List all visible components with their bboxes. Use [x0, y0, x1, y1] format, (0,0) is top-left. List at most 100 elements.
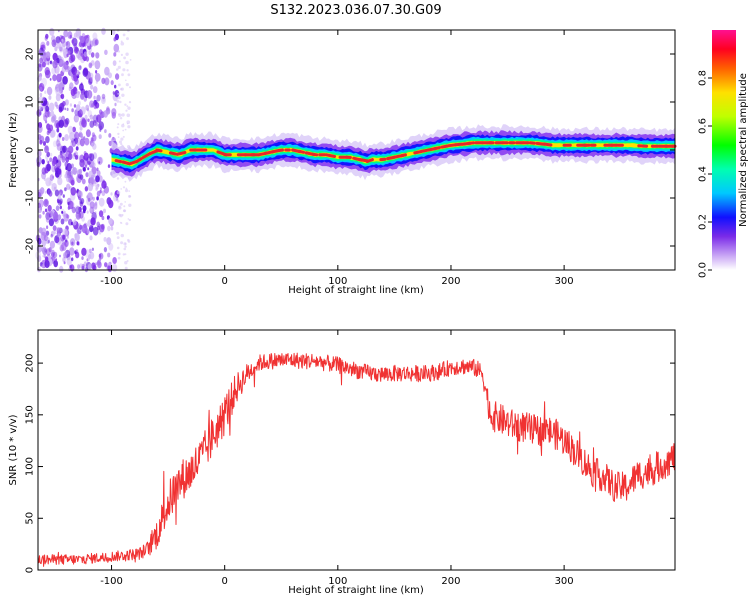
spectrogram-ridge	[111, 124, 677, 182]
noise-speck	[48, 128, 52, 133]
noise-speck	[124, 128, 127, 131]
ridge-core-segment	[467, 141, 475, 145]
noise-speck	[79, 65, 82, 69]
x-tick-label: 0	[221, 576, 227, 587]
noise-speck	[89, 72, 94, 80]
noise-speck	[41, 159, 45, 165]
noise-speck	[55, 165, 62, 175]
noise-speck	[121, 124, 125, 128]
noise-speck	[101, 96, 106, 105]
noise-speck	[91, 142, 94, 147]
noise-speck	[107, 164, 111, 169]
noise-speck	[66, 175, 71, 183]
noise-speck	[124, 261, 128, 265]
noise-speck	[51, 182, 57, 192]
x-tick-label: -100	[100, 576, 123, 587]
noise-speck	[79, 133, 84, 138]
noise-speck	[38, 47, 45, 57]
x-tick-label: 300	[555, 276, 574, 287]
noise-speck	[45, 136, 50, 144]
noise-speck	[122, 33, 126, 37]
noise-speck	[54, 215, 58, 221]
noise-speck	[62, 48, 68, 56]
noise-speck	[86, 90, 93, 99]
noise-speck	[63, 261, 66, 265]
noise-speck	[47, 111, 52, 118]
ridge-core-segment	[325, 153, 337, 158]
noise-speck	[84, 123, 87, 128]
noise-speck	[100, 187, 102, 191]
noise-speck	[127, 218, 130, 220]
colorbar: 0.0 0.2 0.4 0.6 0.8 Normalized spectral ampl…	[698, 30, 749, 278]
noise-speck	[62, 194, 65, 198]
noise-speck	[43, 113, 46, 118]
y-tick-label: 200	[25, 354, 36, 373]
noise-speck	[58, 119, 64, 128]
noise-speck	[120, 41, 125, 46]
noise-speck	[121, 73, 124, 77]
noise-speck	[38, 227, 43, 234]
noise-speck	[81, 178, 86, 185]
noise-speck	[77, 109, 83, 118]
noise-speck	[70, 64, 76, 73]
noise-speck	[125, 187, 128, 190]
noise-speck	[63, 30, 69, 38]
noise-speck	[62, 157, 66, 161]
noise-speck	[61, 152, 67, 161]
noise-speck	[98, 161, 101, 164]
noise-speck	[82, 138, 85, 142]
noise-speck	[125, 79, 127, 82]
noise-speck	[52, 140, 58, 148]
noise-speck	[126, 260, 129, 262]
colorbar-ticks: 0.0 0.2 0.4 0.6 0.8	[698, 70, 712, 278]
noise-speck	[116, 177, 120, 180]
noise-speck	[56, 57, 60, 64]
noise-speck	[60, 234, 65, 242]
noise-speck	[98, 134, 102, 140]
noise-speck	[113, 52, 117, 57]
x-tick-label: 100	[328, 576, 347, 587]
noise-speck	[106, 237, 112, 246]
noise-speck	[72, 87, 78, 95]
noise-speck	[87, 263, 92, 270]
noise-speck	[74, 115, 79, 122]
noise-speck	[75, 28, 82, 37]
noise-speck	[75, 146, 79, 151]
noise-speck	[94, 99, 98, 105]
ridge-core-segment	[134, 157, 143, 164]
noise-speck	[76, 104, 81, 111]
noise-speck	[88, 248, 92, 254]
noise-speck	[117, 123, 120, 126]
noise-speck	[62, 100, 66, 107]
ridge-core-segment	[413, 150, 423, 155]
noise-speck	[55, 258, 58, 262]
noise-speck	[55, 205, 60, 211]
noise-speck	[112, 257, 117, 264]
noise-speck	[57, 154, 62, 161]
noise-speck	[97, 225, 100, 231]
noise-speck	[51, 252, 55, 258]
noise-speck	[123, 205, 126, 208]
noise-speck	[85, 37, 91, 46]
noise-speck	[119, 100, 122, 104]
noise-speck	[54, 46, 58, 52]
noise-speck	[94, 204, 98, 210]
noise-speck	[49, 78, 52, 81]
noise-speck	[86, 229, 90, 234]
noise-speck	[87, 118, 90, 123]
snr-line	[37, 352, 676, 567]
ridge-core-segment	[433, 146, 441, 151]
spectrogram-x-ticks: -100 0 100 200 300	[100, 30, 574, 287]
noise-speck	[110, 80, 114, 86]
noise-speck	[91, 262, 96, 270]
noise-speck	[85, 129, 91, 138]
y-tick-label: 150	[25, 405, 36, 424]
noise-speck	[46, 188, 51, 195]
noise-speck	[39, 86, 43, 92]
noise-speck	[39, 262, 43, 267]
noise-speck	[101, 93, 106, 100]
noise-speck	[63, 228, 68, 235]
ridge-core-segment	[168, 151, 178, 156]
noise-speck	[78, 65, 82, 71]
noise-speck	[125, 109, 128, 112]
